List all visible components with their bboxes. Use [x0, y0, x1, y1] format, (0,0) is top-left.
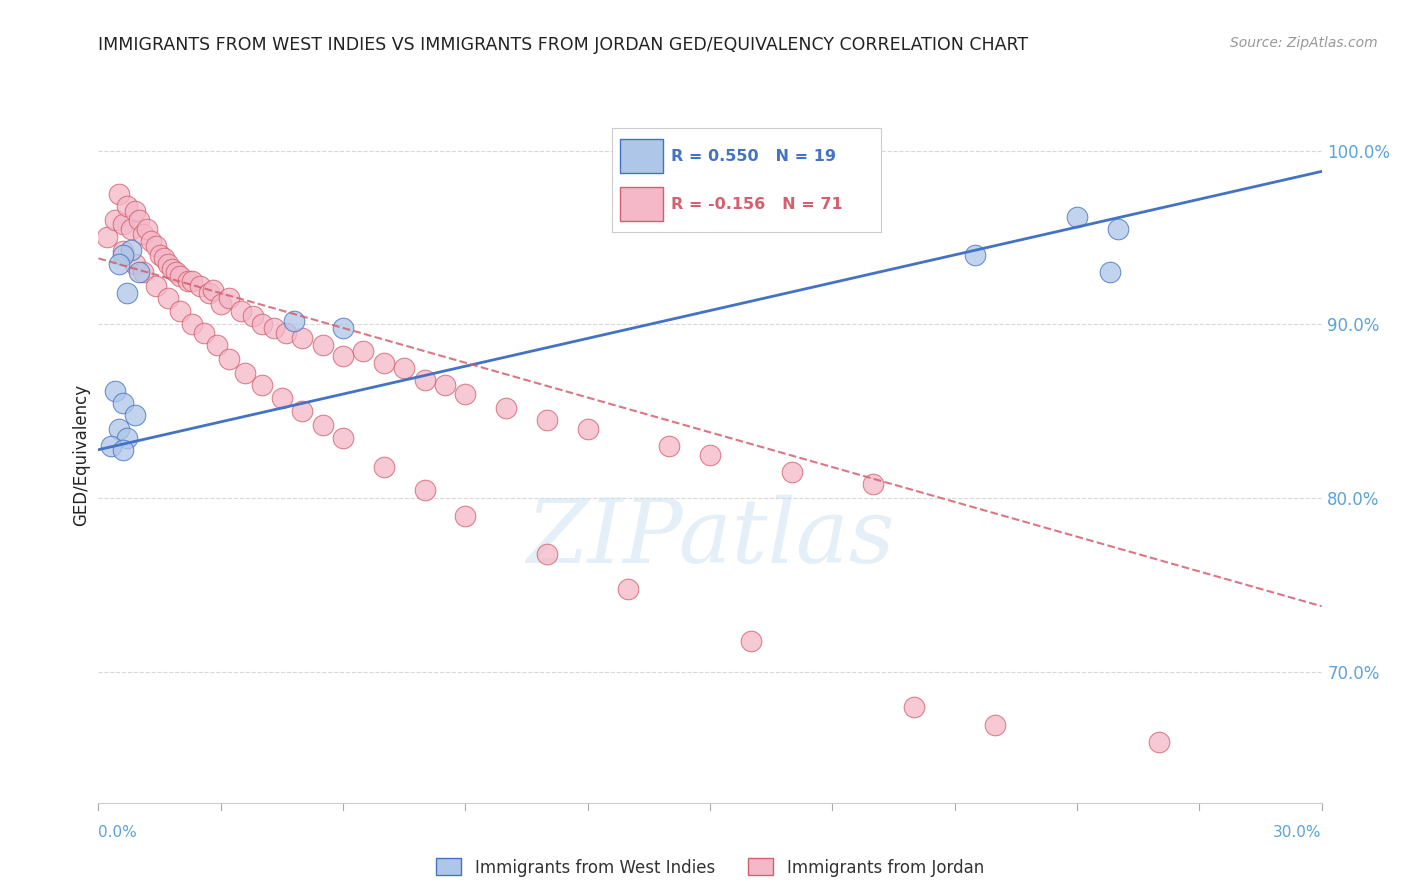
Point	[152, 252, 174, 266]
Point	[1107, 222, 1129, 236]
Point	[903, 700, 925, 714]
Point	[617, 582, 640, 596]
Point	[1098, 265, 1121, 279]
Point	[205, 338, 228, 352]
Point	[132, 227, 155, 241]
Point	[124, 408, 146, 422]
Point	[821, 204, 844, 219]
Point	[169, 268, 191, 283]
Point	[145, 279, 167, 293]
Point	[201, 283, 224, 297]
Point	[120, 243, 142, 257]
Point	[413, 373, 436, 387]
Text: 30.0%: 30.0%	[1274, 825, 1322, 840]
Point	[96, 230, 118, 244]
Point	[291, 331, 314, 345]
Point	[250, 378, 273, 392]
Point	[233, 366, 256, 380]
Point	[242, 309, 264, 323]
Point	[108, 422, 131, 436]
Point	[740, 634, 762, 648]
Point	[197, 286, 219, 301]
Point	[193, 326, 215, 340]
Point	[332, 321, 354, 335]
Point	[132, 265, 155, 279]
Point	[291, 404, 314, 418]
Point	[124, 256, 146, 270]
Point	[115, 431, 138, 445]
Point	[984, 717, 1007, 731]
Point	[332, 349, 354, 363]
Point	[373, 356, 395, 370]
Point	[115, 199, 138, 213]
Point	[108, 256, 131, 270]
Point	[156, 291, 179, 305]
Point	[231, 303, 253, 318]
Point	[181, 318, 204, 332]
Point	[104, 384, 127, 398]
Point	[111, 395, 134, 409]
Point	[115, 286, 138, 301]
Point	[160, 261, 183, 276]
Point	[454, 387, 477, 401]
Point	[145, 239, 167, 253]
Point	[312, 338, 335, 352]
Point	[250, 318, 273, 332]
Point	[658, 439, 681, 453]
Point	[373, 460, 395, 475]
Point	[120, 222, 142, 236]
Point	[111, 244, 134, 259]
Point	[141, 234, 163, 248]
Point	[156, 256, 179, 270]
Text: 0.0%: 0.0%	[98, 825, 138, 840]
Point	[165, 265, 187, 279]
Point	[188, 279, 212, 293]
Text: Source: ZipAtlas.com: Source: ZipAtlas.com	[1230, 36, 1378, 50]
Point	[283, 314, 305, 328]
Point	[312, 418, 335, 433]
Point	[263, 321, 285, 335]
Point	[108, 187, 131, 202]
Point	[454, 508, 477, 523]
Point	[352, 343, 374, 358]
Point	[100, 439, 122, 453]
Point	[862, 477, 884, 491]
Point	[332, 431, 354, 445]
Point	[111, 442, 134, 457]
Point	[218, 352, 240, 367]
Point	[218, 291, 240, 305]
Point	[1066, 210, 1088, 224]
Point	[181, 274, 204, 288]
Point	[111, 248, 134, 262]
Point	[136, 222, 159, 236]
Point	[209, 296, 232, 310]
Point	[536, 547, 558, 561]
Point	[699, 448, 721, 462]
Y-axis label: GED/Equivalency: GED/Equivalency	[72, 384, 90, 526]
Point	[177, 274, 200, 288]
Point	[270, 391, 294, 405]
Legend: Immigrants from West Indies, Immigrants from Jordan: Immigrants from West Indies, Immigrants …	[427, 850, 993, 885]
Point	[274, 326, 297, 340]
Text: IMMIGRANTS FROM WEST INDIES VS IMMIGRANTS FROM JORDAN GED/EQUIVALENCY CORRELATIO: IMMIGRANTS FROM WEST INDIES VS IMMIGRANT…	[98, 36, 1029, 54]
Point	[169, 303, 191, 318]
Point	[495, 401, 517, 415]
Point	[576, 422, 599, 436]
Point	[104, 213, 127, 227]
Point	[780, 466, 803, 480]
Point	[392, 360, 416, 375]
Point	[128, 265, 150, 279]
Point	[965, 248, 987, 262]
Point	[434, 378, 457, 392]
Text: ZIPatlas: ZIPatlas	[526, 495, 894, 582]
Point	[413, 483, 436, 497]
Point	[124, 204, 146, 219]
Point	[536, 413, 558, 427]
Point	[1147, 735, 1170, 749]
Point	[149, 248, 172, 262]
Point	[111, 217, 134, 231]
Point	[128, 213, 150, 227]
